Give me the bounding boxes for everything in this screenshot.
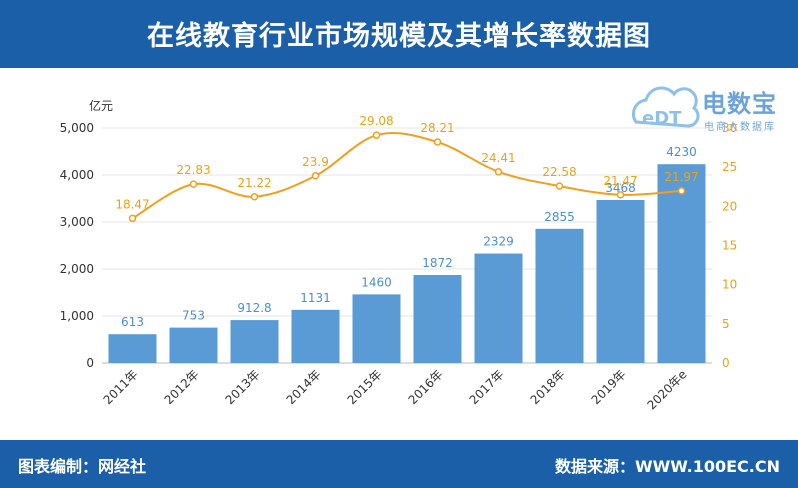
y-tick-label: 4,000 <box>60 168 94 182</box>
bar <box>108 334 157 363</box>
logo-name: 电数宝 <box>702 90 777 118</box>
bar-value-label: 912.8 <box>237 301 271 315</box>
x-tick-label: 2016年 <box>406 367 446 407</box>
header: 在线教育行业市场规模及其增长率数据图 <box>0 0 798 68</box>
x-tick-label: 2013年 <box>223 367 263 407</box>
growth-rate-point <box>616 191 625 199</box>
y2-tick-label: 20 <box>722 199 737 213</box>
growth-rate-point <box>311 172 320 180</box>
x-tick-label: 2020年e <box>644 367 689 412</box>
bar-value-label: 1460 <box>361 275 392 289</box>
bar <box>657 164 706 363</box>
x-tick-label: 2011年 <box>101 367 141 407</box>
growth-rate-label: 22.58 <box>542 165 576 179</box>
bar-value-label: 753 <box>182 309 205 323</box>
bar-value-label: 4230 <box>666 145 697 159</box>
growth-rate-label: 22.83 <box>176 163 210 177</box>
y2-tick-label: 5 <box>722 317 730 331</box>
growth-rate-point <box>372 131 381 139</box>
y-tick-label: 3,000 <box>60 215 94 229</box>
x-tick-label: 2017年 <box>467 367 507 407</box>
bar-value-label: 1131 <box>300 291 331 305</box>
bar <box>596 200 645 363</box>
y-axis-unit: 亿元 <box>89 98 113 113</box>
bar <box>291 309 340 363</box>
growth-rate-point <box>494 168 503 176</box>
growth-rate-point <box>250 193 259 201</box>
y2-tick-label: 10 <box>722 278 737 292</box>
y-tick-label: 2,000 <box>60 262 94 276</box>
bar-value-label: 2329 <box>483 235 514 249</box>
bar <box>352 294 401 363</box>
footer: 图表编制：网经社 数据来源：WWW.100EC.CN <box>0 440 798 488</box>
page-title: 在线教育行业市场规模及其增长率数据图 <box>147 21 651 52</box>
edt-cloud-logo-icon: eDT <box>631 86 700 129</box>
growth-rate-point <box>433 138 442 146</box>
growth-rate-label: 29.08 <box>359 114 393 128</box>
growth-rate-point <box>677 187 686 195</box>
growth-rate-label: 28.21 <box>420 121 454 135</box>
footer-credit: 图表编制：网经社 <box>18 457 147 476</box>
svg-text:eDT: eDT <box>642 108 682 129</box>
growth-rate-label: 23.9 <box>302 155 329 169</box>
growth-rate-point <box>189 180 198 188</box>
growth-rate-label: 21.97 <box>664 170 698 184</box>
bar <box>169 327 218 363</box>
growth-rate-point <box>128 214 137 223</box>
bar <box>413 275 462 363</box>
footer-source: 数据来源：WWW.100EC.CN <box>554 457 780 476</box>
bar-value-label: 1872 <box>422 256 453 270</box>
bar-value-label: 613 <box>121 315 144 329</box>
bar <box>474 253 523 363</box>
y2-tick-label: 0 <box>722 356 730 370</box>
x-tick-label: 2019年 <box>589 367 629 407</box>
bar-value-label: 3468 <box>605 181 636 195</box>
growth-rate-point <box>555 182 564 190</box>
logo-tagline: 电商大数据库 <box>704 122 776 133</box>
y-tick-label: 0 <box>86 356 94 370</box>
y-tick-label: 5,000 <box>60 121 94 135</box>
bar <box>535 228 584 363</box>
market-size-chart: 0 1,000 2,000 3,000 4,000 5,000 0 5 10 15 20 25 30 亿元… <box>60 98 738 412</box>
x-tick-label: 2012年 <box>162 367 202 407</box>
y2-tick-label: 15 <box>722 239 737 253</box>
y2-tick-label: 30 <box>722 121 737 135</box>
growth-rate-label: 24.41 <box>481 151 515 165</box>
y-tick-label: 1,000 <box>60 309 94 323</box>
bar <box>230 320 279 363</box>
growth-rate-label: 18.47 <box>115 197 149 211</box>
growth-rate-line <box>132 132 682 220</box>
y2-tick-label: 25 <box>722 160 737 174</box>
x-tick-label: 2015年 <box>345 367 385 407</box>
x-tick-label: 2014年 <box>284 367 324 407</box>
growth-rate-label: 21.22 <box>237 176 271 190</box>
x-tick-label: 2018年 <box>528 367 568 407</box>
growth-rate-label: 21.47 <box>603 174 637 188</box>
bar-value-label: 2855 <box>544 210 575 224</box>
